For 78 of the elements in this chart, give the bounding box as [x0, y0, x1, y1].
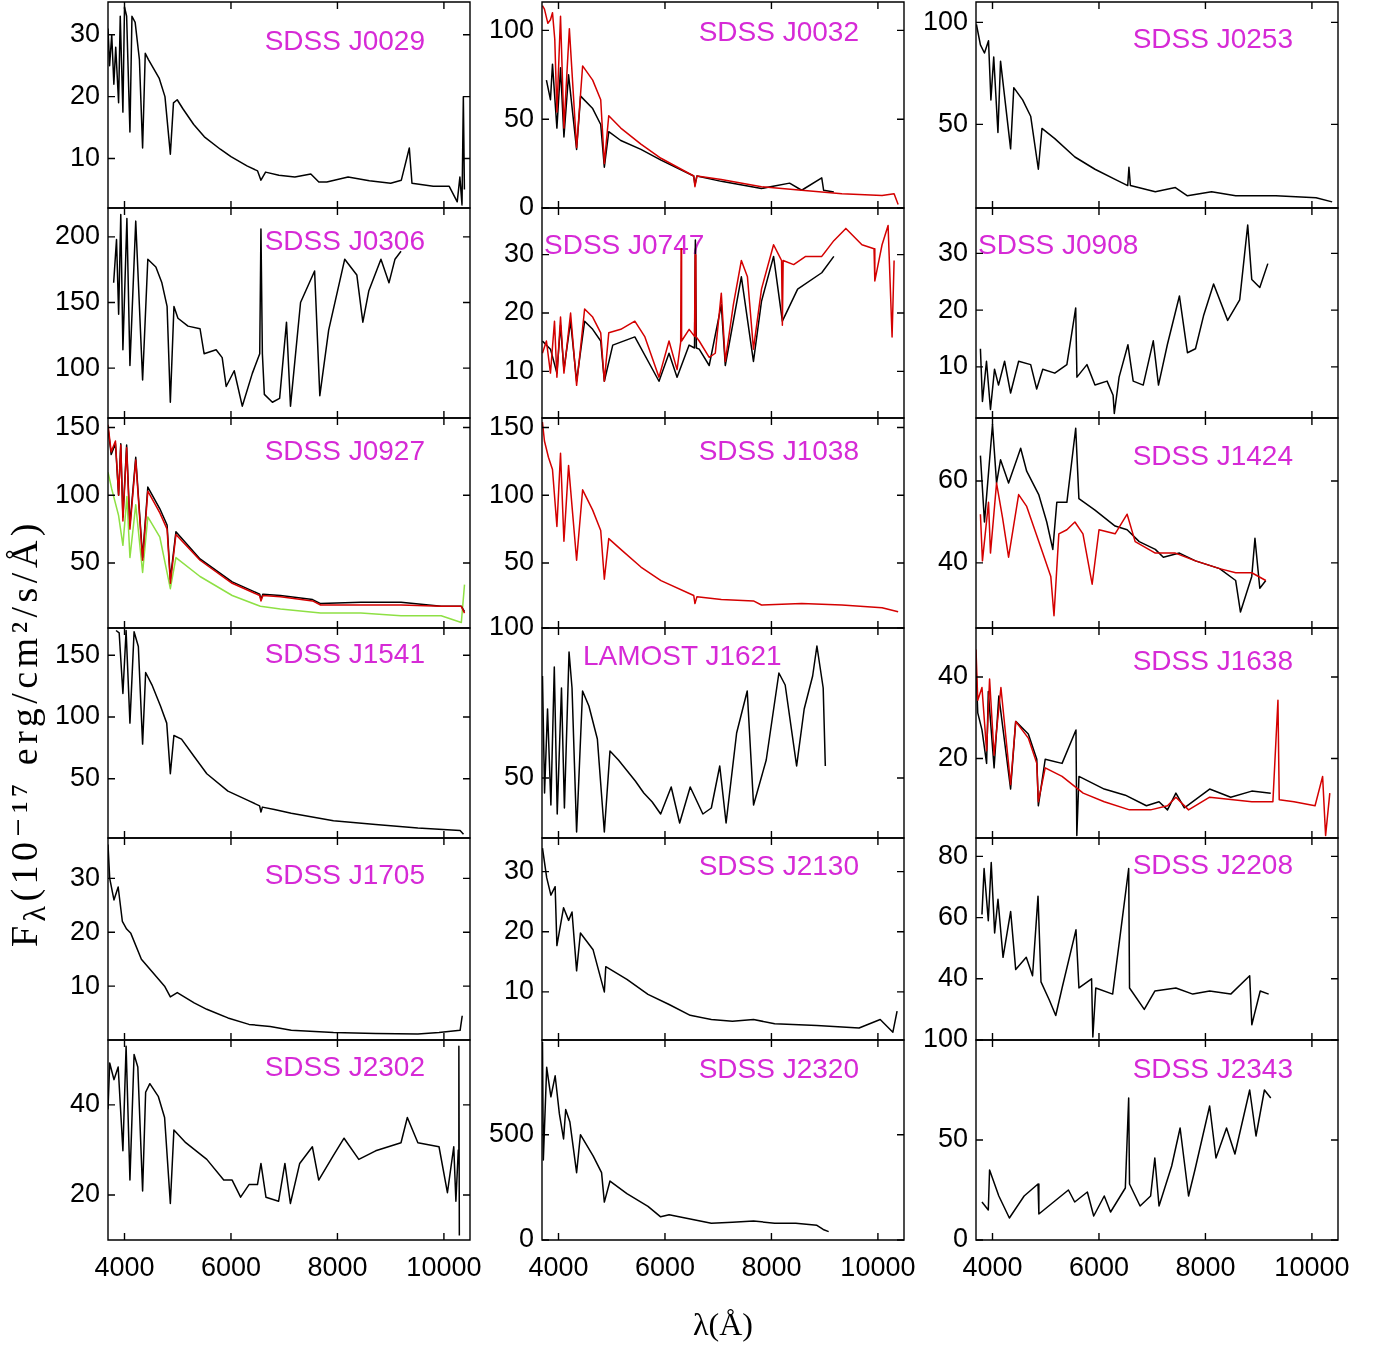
y-tick-label: 80: [937, 839, 968, 870]
y-tick-label: 40: [937, 546, 968, 577]
y-tick-label: 50: [69, 762, 100, 793]
text: SDSS J1638: [1132, 644, 1293, 676]
x-tick-label: 4000: [94, 1251, 155, 1282]
y-tick-label: 50: [937, 107, 968, 138]
y-tick-label: 100: [922, 1023, 968, 1054]
text: SDSS J0908: [978, 228, 1139, 260]
chart-title: SDSS J2130: [698, 849, 859, 881]
x-tick-label: 8000: [741, 1251, 802, 1282]
y-tick-label: 50: [503, 102, 534, 133]
text: SDSS J0032: [698, 15, 859, 47]
x-tick-label: 4000: [962, 1251, 1023, 1282]
chart-title: SDSS J2208: [1132, 848, 1293, 880]
y-tick-label: 100: [922, 5, 968, 36]
text: SDSS J0029: [264, 24, 425, 56]
y-tick-label: 150: [54, 410, 100, 441]
y-tick-label: 10: [69, 969, 100, 1000]
y-tick-label: 20: [937, 741, 968, 772]
x-tick-label: 8000: [1175, 1251, 1236, 1282]
x-tick-label: 10000: [406, 1251, 482, 1282]
y-tick-label: 150: [54, 638, 100, 669]
y-tick-label: 20: [69, 80, 100, 111]
y-tick-label: 10: [503, 354, 534, 385]
text: SDSS J1424: [1132, 439, 1293, 471]
y-tick-label: 30: [937, 236, 968, 267]
text: SDSS J1038: [698, 434, 859, 466]
y-tick-label: 50: [69, 546, 100, 577]
y-tick-label: 40: [937, 962, 968, 993]
y-tick-label: 30: [503, 855, 534, 886]
text: SDSS J2320: [698, 1052, 859, 1084]
y-tick-label: 500: [488, 1118, 534, 1149]
y-tick-label: 50: [503, 761, 534, 792]
text: SDSS J1705: [264, 858, 425, 890]
y-tick-label: 150: [488, 410, 534, 441]
text: SDSS J0253: [1132, 22, 1293, 54]
y-tick-label: 100: [54, 700, 100, 731]
x-tick-label: 8000: [307, 1251, 368, 1282]
y-tick-label: 10: [937, 350, 968, 381]
y-tick-label: 20: [503, 296, 534, 327]
y-tick-label: 50: [937, 1123, 968, 1154]
chart-title: SDSS J1541: [264, 637, 425, 669]
text: SDSS J2343: [1132, 1052, 1293, 1084]
y-tick-label: 50: [503, 546, 534, 577]
chart-title: LAMOST J1621: [583, 639, 782, 671]
x-tick-label: 4000: [528, 1251, 589, 1282]
y-tick-label: 20: [69, 915, 100, 946]
y-tick-label: 20: [503, 915, 534, 946]
y-tick-label: 40: [69, 1088, 100, 1119]
y-tick-label: 30: [503, 238, 534, 269]
y-tick-label: 60: [937, 464, 968, 495]
y-tick-label: 0: [518, 1223, 534, 1254]
text: SDSS J0927: [264, 434, 425, 466]
y-tick-label: 30: [69, 18, 100, 49]
x-tick-label: 6000: [634, 1251, 696, 1282]
y-tick-label: 100: [488, 13, 534, 44]
y-tick-label: 100: [54, 351, 100, 382]
text: SDSS J0306: [264, 224, 425, 256]
y-tick-label: 100: [488, 611, 534, 642]
x-axis-title: λ(Å): [693, 1306, 753, 1343]
y-tick-label: 100: [54, 478, 100, 509]
y-tick-label: 20: [937, 293, 968, 324]
y-tick-label: 10: [69, 141, 100, 172]
x-tick-label: 6000: [200, 1251, 262, 1282]
y-tick-label: 20: [69, 1178, 100, 1209]
x-tick-label: 10000: [840, 1251, 916, 1282]
y-tick-label: 60: [937, 901, 968, 932]
y-tick-label: 10: [503, 975, 534, 1006]
chart-title: SDSS J2302: [264, 1050, 425, 1082]
y-tick-label: 200: [54, 220, 100, 251]
x-tick-label: 6000: [1068, 1251, 1130, 1282]
y-tick-label: 0: [518, 191, 534, 222]
y-tick-label: 150: [54, 285, 100, 316]
y-tick-label: 30: [69, 861, 100, 892]
y-tick-label: 0: [952, 1223, 968, 1254]
y-tick-label: 40: [937, 660, 968, 691]
x-tick-label: 10000: [1274, 1251, 1350, 1282]
y-tick-label: 100: [488, 478, 534, 509]
